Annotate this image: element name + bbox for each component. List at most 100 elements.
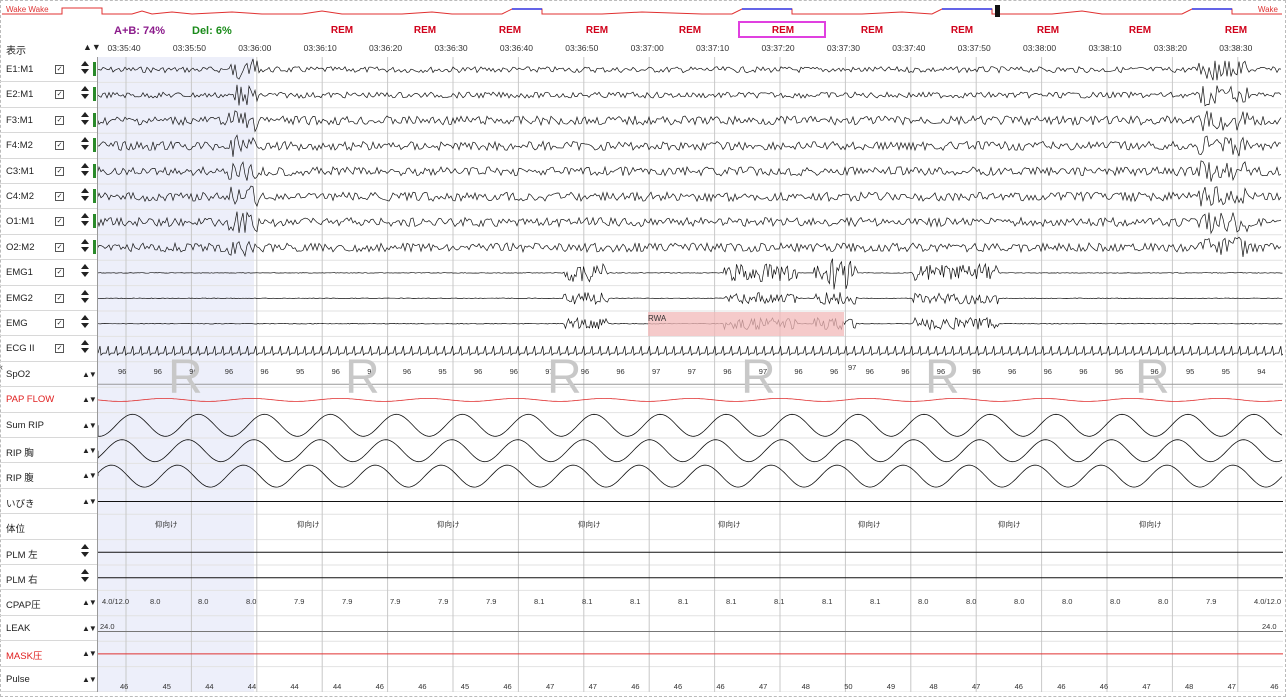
- selected-epoch-box[interactable]: [738, 21, 826, 38]
- scale-arrows-icon[interactable]: ▲▼: [82, 420, 97, 430]
- spo2-value: 97: [652, 367, 661, 376]
- channel-visible-checkbox[interactable]: ✓: [55, 166, 64, 176]
- scale-arrows-icon[interactable]: [81, 238, 91, 252]
- channel-name[interactable]: CPAP圧: [6, 600, 41, 612]
- stage-label[interactable]: REM: [1128, 25, 1152, 36]
- scale-arrows-icon[interactable]: ▲▼: [82, 649, 97, 659]
- stage-label[interactable]: REM: [585, 25, 609, 36]
- scale-arrows-icon[interactable]: [81, 543, 91, 557]
- scale-arrows-icon[interactable]: [81, 315, 91, 328]
- channel-name[interactable]: EMG: [6, 318, 28, 329]
- spo2-value: 96: [936, 367, 946, 376]
- display-scale-arrows[interactable]: ▲▼: [83, 42, 101, 52]
- channel-name[interactable]: E2:M1: [6, 89, 34, 101]
- spo2-value: 95: [1186, 367, 1195, 376]
- gain-indicator: [93, 239, 96, 254]
- rem-marker-letter: R: [741, 351, 776, 404]
- leak-value: 24.0: [1262, 622, 1277, 631]
- scale-arrows-icon[interactable]: [81, 86, 91, 100]
- stage-label[interactable]: REM: [1224, 25, 1248, 36]
- channel-visible-checkbox[interactable]: ✓: [55, 192, 64, 201]
- channel-name[interactable]: MASK圧: [6, 651, 43, 663]
- spo2-value: 96: [1114, 367, 1124, 376]
- channel-visible-checkbox[interactable]: ✓: [55, 268, 64, 278]
- rip-trace: [98, 439, 1283, 463]
- channel-name[interactable]: ECG II: [6, 343, 35, 355]
- scale-arrows-icon[interactable]: [81, 289, 91, 303]
- signal-plot-area[interactable]: [97, 57, 1283, 692]
- channel-visible-checkbox[interactable]: ✓: [55, 141, 64, 151]
- scale-arrows-icon[interactable]: ▲▼: [82, 369, 97, 379]
- channel-visible-checkbox[interactable]: ✓: [55, 242, 64, 252]
- scale-arrows-icon[interactable]: [81, 213, 91, 227]
- channel-visible-checkbox[interactable]: ✓: [55, 319, 64, 328]
- channel-name[interactable]: F3:M1: [6, 114, 33, 126]
- stage-label[interactable]: REM: [860, 25, 884, 36]
- selection-highlight[interactable]: [98, 57, 254, 692]
- channel-name[interactable]: E1:M1: [6, 64, 34, 75]
- scale-arrows-icon[interactable]: ▲▼: [82, 446, 97, 455]
- rwa-event-marker[interactable]: [648, 312, 844, 336]
- stage-label[interactable]: REM: [330, 25, 354, 36]
- stage-label[interactable]: REM: [950, 25, 974, 36]
- channel-name[interactable]: PAP FLOW: [6, 394, 55, 406]
- scale-arrows-icon[interactable]: ▲▼: [82, 623, 97, 633]
- time-tick-label: 03:38:10: [1088, 43, 1122, 53]
- channel-visible-checkbox[interactable]: ✓: [55, 344, 64, 354]
- channel-row: Pulse ▲▼: [0, 667, 97, 692]
- channel-name[interactable]: LEAK: [6, 622, 31, 634]
- channel-name[interactable]: いびき: [6, 498, 35, 510]
- channel-visible-checkbox[interactable]: ✓: [55, 90, 64, 100]
- scale-arrows-icon[interactable]: ▲▼: [82, 496, 97, 506]
- time-tick-label: 03:36:20: [369, 43, 403, 53]
- stage-label[interactable]: REM: [1036, 25, 1060, 36]
- scale-arrows-icon[interactable]: [81, 264, 91, 278]
- channel-name[interactable]: C4:M2: [6, 191, 34, 202]
- channel-name[interactable]: Pulse: [6, 673, 30, 685]
- channel-name[interactable]: 体位: [6, 524, 26, 536]
- channel-visible-checkbox[interactable]: ✓: [55, 65, 64, 74]
- channel-name[interactable]: PLM 右: [6, 575, 38, 586]
- scale-arrows-icon[interactable]: [81, 188, 91, 201]
- stage-label[interactable]: REM: [413, 25, 437, 36]
- channel-name[interactable]: PLM 左: [6, 549, 38, 561]
- hypnogram-strip[interactable]: [2, 3, 1282, 19]
- channel-name[interactable]: EMG1: [6, 267, 33, 279]
- channel-name[interactable]: O1:M1: [6, 216, 35, 228]
- spo2-value: 96: [1150, 367, 1159, 376]
- channel-name[interactable]: EMG2: [6, 292, 33, 304]
- channel-name[interactable]: O2:M2: [6, 241, 35, 253]
- channel-visible-checkbox[interactable]: ✓: [55, 115, 64, 125]
- channel-visible-checkbox[interactable]: ✓: [55, 293, 64, 303]
- channel-visible-checkbox[interactable]: ✓: [55, 217, 64, 227]
- scale-arrows-icon[interactable]: ▲▼: [82, 395, 97, 405]
- scroll-left-icon[interactable]: ‹: [0, 362, 3, 372]
- stage-label[interactable]: REM: [678, 25, 702, 36]
- stage-label[interactable]: REM: [498, 25, 522, 36]
- channel-name[interactable]: C3:M1: [6, 165, 34, 177]
- scale-arrows-icon[interactable]: ▲▼: [82, 598, 97, 608]
- rem-marker-letter: R: [168, 351, 203, 404]
- pulse-value: 47: [588, 682, 597, 691]
- scale-arrows-icon[interactable]: [81, 137, 91, 151]
- cpap-value: 8.0: [1110, 597, 1121, 606]
- channel-name[interactable]: Sum RIP: [6, 419, 45, 431]
- channel-name[interactable]: RIP 腹: [6, 473, 34, 485]
- scale-arrows-icon[interactable]: [81, 61, 91, 74]
- eeg-trace: [98, 58, 1282, 81]
- scale-arrows-icon[interactable]: [81, 569, 91, 582]
- scale-arrows-icon[interactable]: [81, 340, 91, 354]
- eeg-trace: [98, 211, 1282, 235]
- cpap-value: 8.0: [1158, 597, 1169, 606]
- channel-name[interactable]: RIP 胸: [6, 448, 34, 459]
- scale-arrows-icon[interactable]: [81, 111, 91, 125]
- scale-arrows-icon[interactable]: [81, 162, 91, 176]
- channel-row: CPAP圧 ▲▼: [0, 590, 97, 616]
- time-tick-label: 03:36:30: [434, 43, 468, 53]
- scale-arrows-icon[interactable]: ▲▼: [82, 471, 97, 481]
- stage-label[interactable]: REM: [771, 25, 795, 36]
- channel-name[interactable]: F4:M2: [6, 140, 33, 152]
- channel-name[interactable]: SpO2: [6, 368, 31, 380]
- pulse-value: 44: [247, 682, 257, 691]
- scale-arrows-icon[interactable]: ▲▼: [82, 674, 97, 684]
